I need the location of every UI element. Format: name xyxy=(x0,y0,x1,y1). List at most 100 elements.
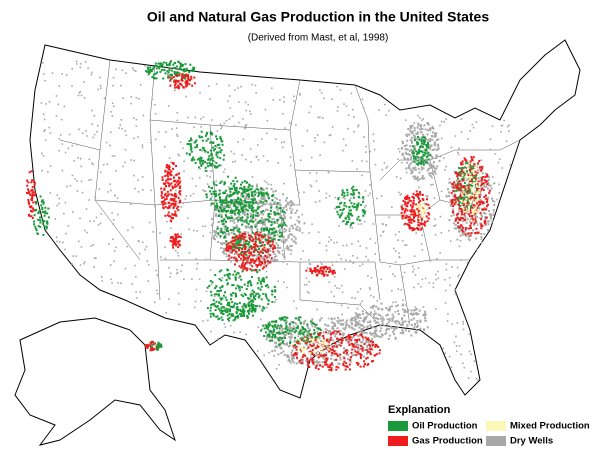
dry-well-dot xyxy=(309,172,311,174)
production-dot xyxy=(471,204,474,207)
production-dot xyxy=(189,63,192,66)
production-dot xyxy=(209,149,212,152)
production-dot xyxy=(464,216,467,219)
production-dot xyxy=(252,202,255,205)
production-dot xyxy=(269,250,272,253)
production-dot xyxy=(243,314,246,317)
production-dot xyxy=(211,146,214,149)
production-dot xyxy=(242,241,245,244)
production-dot xyxy=(379,335,382,338)
production-dot xyxy=(289,245,292,248)
production-dot xyxy=(486,183,489,186)
production-dot xyxy=(480,232,483,235)
production-dot xyxy=(331,339,334,342)
dry-well-dot xyxy=(133,159,135,162)
production-dot xyxy=(242,265,245,268)
production-dot xyxy=(379,330,382,333)
production-dot xyxy=(457,203,460,206)
production-dot xyxy=(276,331,279,334)
production-dot xyxy=(256,185,259,188)
production-dot xyxy=(273,324,276,327)
production-dot xyxy=(256,245,259,248)
production-dot xyxy=(423,177,426,180)
production-dot xyxy=(238,301,241,304)
production-dot xyxy=(490,187,493,190)
production-dot xyxy=(189,137,192,140)
production-dot xyxy=(272,250,275,253)
production-dot xyxy=(254,298,257,301)
production-dot xyxy=(414,136,417,139)
dry-well-dot xyxy=(111,282,113,284)
dry-well-dot xyxy=(440,137,443,140)
production-dot xyxy=(167,167,170,170)
dry-well-dot xyxy=(256,350,259,352)
production-dot xyxy=(415,132,418,135)
production-dot xyxy=(245,195,248,198)
production-dot xyxy=(357,352,360,355)
dry-well-dot xyxy=(40,102,43,104)
production-dot xyxy=(205,139,208,142)
production-dot xyxy=(252,213,255,216)
production-dot xyxy=(351,205,354,208)
dry-well-dot xyxy=(148,221,151,224)
production-dot xyxy=(314,364,317,367)
dry-well-dot xyxy=(177,292,180,295)
production-dot xyxy=(311,325,314,328)
dry-well-dot xyxy=(211,195,213,198)
production-dot xyxy=(279,238,282,241)
production-dot xyxy=(355,343,358,346)
dry-well-dot xyxy=(459,239,462,242)
production-dot xyxy=(279,346,282,349)
dry-well-dot xyxy=(470,353,472,356)
dry-well-dot xyxy=(48,100,51,103)
production-dot xyxy=(188,143,191,146)
dry-well-dot xyxy=(342,149,344,152)
dry-well-dot xyxy=(278,202,281,204)
production-dot xyxy=(466,170,469,173)
production-dot xyxy=(260,230,263,233)
dry-well-dot xyxy=(209,176,211,178)
dry-well-dot xyxy=(462,320,464,323)
dry-well-dot xyxy=(153,104,156,106)
production-dot xyxy=(166,214,169,217)
production-dot xyxy=(363,331,366,334)
dry-well-dot xyxy=(206,175,208,177)
dry-well-dot xyxy=(342,196,344,199)
production-dot xyxy=(298,330,301,333)
dry-well-dot xyxy=(215,235,218,238)
production-dot xyxy=(250,300,253,303)
production-dot xyxy=(169,183,172,186)
production-dot xyxy=(220,215,223,218)
production-dot xyxy=(252,200,255,203)
production-dot xyxy=(422,142,425,145)
production-dot xyxy=(359,357,362,360)
production-dot xyxy=(350,202,353,205)
production-dot xyxy=(460,210,463,213)
production-dot xyxy=(236,303,239,306)
production-dot xyxy=(172,63,175,66)
production-dot xyxy=(390,327,393,330)
production-dot xyxy=(223,154,226,157)
production-dot xyxy=(331,331,334,334)
production-dot xyxy=(418,178,421,181)
dry-well-dot xyxy=(107,191,109,193)
dry-well-dot xyxy=(356,168,358,170)
production-dot xyxy=(484,222,487,225)
production-dot xyxy=(243,189,246,192)
dry-well-dot xyxy=(381,168,384,171)
dry-well-dot xyxy=(245,333,247,336)
production-dot xyxy=(219,182,222,185)
production-dot xyxy=(226,283,229,286)
production-dot xyxy=(305,343,308,346)
dry-well-dot xyxy=(227,100,229,102)
production-dot xyxy=(268,233,271,236)
dry-well-dot xyxy=(259,202,261,204)
production-dot xyxy=(491,197,494,200)
production-dot xyxy=(339,208,342,211)
dry-well-dot xyxy=(141,144,144,147)
dry-well-dot xyxy=(367,194,370,197)
dry-well-dot xyxy=(310,105,312,108)
production-dot xyxy=(292,357,295,360)
production-dot xyxy=(246,260,249,263)
production-dot xyxy=(231,216,234,219)
